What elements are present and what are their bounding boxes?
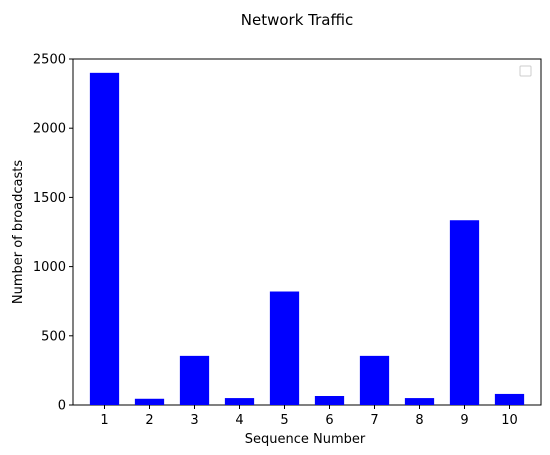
legend-box — [519, 65, 532, 77]
x-axis-ticks: 1 2 3 4 5 6 7 8 9 10 — [100, 405, 518, 428]
chart-title: Network Traffic — [241, 11, 353, 29]
bar-6 — [314, 396, 345, 405]
bars-group — [89, 72, 525, 405]
bar-10 — [494, 393, 525, 405]
y-tick-label: 2000 — [33, 122, 66, 137]
y-axis-ticks: 0 500 1000 1500 2000 2500 — [33, 53, 73, 414]
x-tick-label: 7 — [370, 413, 378, 428]
y-tick-label: 2500 — [33, 53, 66, 68]
bar-3 — [179, 355, 210, 405]
x-tick-label: 4 — [235, 413, 243, 428]
y-tick-label: 0 — [58, 399, 66, 414]
y-axis-label: Number of broadcasts — [11, 160, 26, 304]
plot-frame — [72, 58, 542, 406]
plot-area: 1 2 3 4 5 6 7 8 9 10 0 500 1000 1500 2000 2500 — [33, 53, 542, 428]
y-tick-label: 1000 — [33, 260, 66, 275]
x-tick-label: 1 — [100, 413, 108, 428]
x-tick-label: 8 — [415, 413, 423, 428]
x-tick-label: 5 — [280, 413, 288, 428]
x-tick-label: 10 — [501, 413, 518, 428]
bar-9 — [449, 220, 480, 405]
bar-2 — [134, 398, 165, 405]
y-tick-label: 500 — [41, 329, 66, 344]
x-tick-label: 6 — [325, 413, 333, 428]
bar-4 — [224, 398, 255, 405]
x-tick-label: 3 — [190, 413, 198, 428]
y-tick-label: 1500 — [33, 191, 66, 206]
bar-5 — [269, 291, 300, 405]
bar-7 — [359, 355, 390, 405]
legend — [519, 65, 532, 77]
bar-1 — [89, 72, 120, 405]
x-axis-label: Sequence Number — [245, 432, 366, 447]
x-tick-label: 9 — [460, 413, 468, 428]
bar-8 — [404, 398, 435, 405]
x-tick-label: 2 — [145, 413, 153, 428]
